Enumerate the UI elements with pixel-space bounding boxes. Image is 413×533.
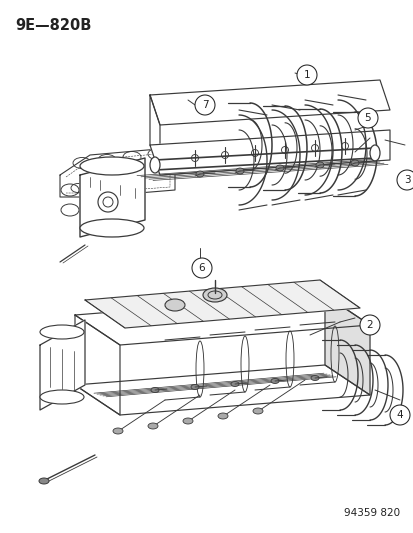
- Text: 3: 3: [403, 175, 409, 185]
- Ellipse shape: [183, 418, 192, 424]
- Circle shape: [195, 95, 214, 115]
- Ellipse shape: [315, 162, 323, 168]
- Ellipse shape: [39, 478, 49, 484]
- Ellipse shape: [40, 325, 84, 339]
- Ellipse shape: [113, 428, 123, 434]
- Ellipse shape: [190, 384, 199, 390]
- Polygon shape: [80, 158, 145, 237]
- Polygon shape: [75, 315, 120, 415]
- Circle shape: [357, 108, 377, 128]
- Text: 5: 5: [364, 113, 370, 123]
- Ellipse shape: [80, 219, 144, 237]
- Ellipse shape: [40, 390, 84, 404]
- Ellipse shape: [151, 387, 159, 392]
- Circle shape: [296, 65, 316, 85]
- Text: 6: 6: [198, 263, 205, 273]
- Text: 94359 820: 94359 820: [343, 508, 399, 518]
- Ellipse shape: [80, 157, 144, 175]
- Ellipse shape: [147, 423, 158, 429]
- Circle shape: [389, 405, 409, 425]
- Circle shape: [359, 315, 379, 335]
- Ellipse shape: [350, 160, 358, 166]
- Polygon shape: [324, 295, 369, 395]
- Polygon shape: [150, 130, 389, 175]
- Ellipse shape: [150, 157, 159, 173]
- Ellipse shape: [230, 382, 238, 386]
- Ellipse shape: [165, 299, 185, 311]
- Ellipse shape: [275, 165, 283, 171]
- Ellipse shape: [195, 171, 204, 177]
- Polygon shape: [75, 295, 369, 345]
- Text: 1: 1: [303, 70, 310, 80]
- Polygon shape: [85, 280, 359, 328]
- Ellipse shape: [310, 376, 318, 381]
- Circle shape: [396, 170, 413, 190]
- Circle shape: [192, 258, 211, 278]
- Ellipse shape: [271, 378, 278, 384]
- Text: 4: 4: [396, 410, 402, 420]
- Ellipse shape: [235, 168, 243, 174]
- Polygon shape: [40, 320, 85, 410]
- Text: 2: 2: [366, 320, 373, 330]
- Polygon shape: [75, 365, 369, 415]
- Polygon shape: [150, 80, 389, 125]
- Ellipse shape: [202, 288, 226, 302]
- Text: 7: 7: [201, 100, 208, 110]
- Ellipse shape: [252, 408, 262, 414]
- Ellipse shape: [369, 145, 379, 161]
- Text: 9E—820B: 9E—820B: [15, 18, 91, 33]
- Polygon shape: [60, 148, 175, 197]
- Ellipse shape: [218, 413, 228, 419]
- Polygon shape: [150, 95, 159, 175]
